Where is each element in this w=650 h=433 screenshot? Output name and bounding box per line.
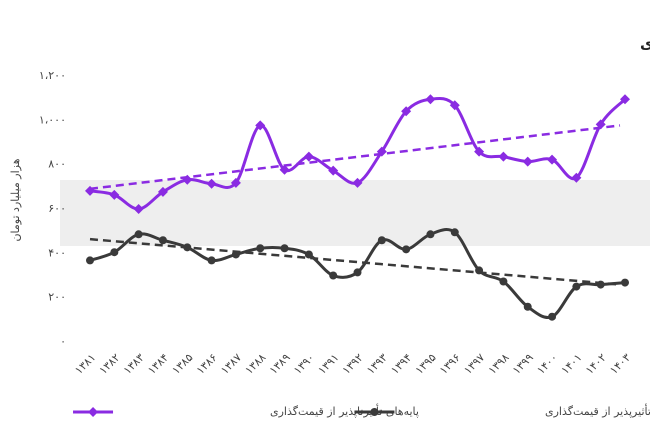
y-tick-label: ۱،۲۰۰ — [39, 69, 66, 82]
point — [572, 282, 581, 291]
point — [183, 243, 192, 252]
point — [376, 146, 387, 157]
point — [303, 151, 314, 162]
point — [595, 119, 606, 130]
x-tick-label: ۱۳۸۷ — [218, 351, 244, 377]
y-tick-label: ۲۰۰ — [48, 291, 66, 304]
y-tick-label: ۶۰۰ — [48, 202, 66, 215]
point — [230, 177, 241, 188]
y-tick-label: ۴۰۰ — [48, 246, 66, 259]
x-tick-label: ۱۳۹۰ — [291, 351, 317, 377]
x-tick-label: ۱۳۹۲ — [340, 351, 366, 377]
point — [353, 268, 362, 277]
point — [498, 151, 509, 162]
point — [425, 94, 436, 105]
x-tick-label: ۱۳۸۴ — [145, 351, 171, 377]
point — [475, 266, 484, 275]
x-tick-label: ۱۴۰۱ — [559, 351, 585, 377]
legend-label: پایه‌های تأثیرپذیر از قیمت‌گذاری — [545, 403, 650, 418]
x-tick-label: ۱۳۹۸ — [486, 351, 512, 377]
point — [450, 228, 459, 237]
point — [621, 278, 629, 287]
point — [352, 177, 363, 188]
point — [304, 250, 313, 259]
watermark-band — [60, 180, 650, 246]
legend-label: پایه‌های تأثیرناپذیر از قیمت‌گذاری — [270, 403, 419, 418]
legend-marker — [370, 408, 379, 416]
point — [328, 165, 339, 176]
y-tick-label: ۱،۰۰۰ — [39, 113, 66, 126]
point — [206, 178, 217, 189]
point — [207, 256, 216, 265]
point — [86, 256, 94, 265]
point — [522, 156, 533, 167]
x-tick-label: ۱۳۹۶ — [437, 351, 463, 377]
point — [449, 100, 460, 111]
point — [256, 244, 265, 253]
point — [182, 174, 193, 185]
x-tick-label: ۱۳۹۱ — [316, 351, 342, 377]
point — [523, 302, 532, 311]
x-tick-label: ۱۴۰۳ — [607, 351, 633, 377]
x-tick-label: ۱۳۸۵ — [170, 351, 196, 377]
point — [426, 230, 435, 239]
x-tick-label: ۱۳۸۹ — [267, 351, 293, 377]
x-tick-label: ۱۳۸۱ — [72, 351, 98, 377]
point — [231, 250, 240, 259]
point — [158, 236, 167, 245]
trend-line — [89, 237, 621, 286]
x-tick-label: ۱۳۹۷ — [461, 351, 487, 377]
point — [279, 164, 290, 175]
x-tick-label: ۱۳۹۵ — [413, 351, 439, 377]
chart-title: روند مجموع درآمدهای مالیاتی در پایه‌های … — [640, 34, 650, 54]
point — [474, 146, 485, 157]
point — [547, 154, 558, 165]
y-tick-label: ۰ — [60, 335, 66, 348]
trend-line — [89, 124, 621, 191]
point — [255, 120, 266, 131]
x-tick-label: ۱۳۹۳ — [364, 351, 390, 377]
x-tick-label: ۱۳۸۲ — [97, 351, 123, 377]
point — [109, 189, 120, 200]
point — [596, 280, 605, 289]
y-tick-label: ۸۰۰ — [48, 158, 66, 171]
point — [133, 204, 144, 214]
point — [377, 236, 386, 245]
x-tick-label: ۱۳۹۴ — [388, 351, 414, 377]
point — [157, 186, 168, 197]
point — [110, 248, 119, 257]
point — [134, 230, 143, 239]
point — [620, 94, 630, 105]
point — [401, 106, 412, 117]
point — [85, 185, 95, 196]
x-tick-label: ۱۳۸۶ — [194, 351, 220, 377]
point — [571, 172, 582, 183]
x-tick-label: ۱۳۸۳ — [121, 351, 147, 377]
x-tick-label: ۱۳۸۸ — [243, 351, 269, 377]
point — [548, 312, 557, 321]
legend-marker — [88, 407, 99, 417]
point — [329, 271, 338, 280]
y-axis-label: هزار میلیارد تومان — [9, 158, 22, 241]
x-tick-label: ۱۴۰۲ — [583, 351, 609, 377]
x-tick-label: ۱۴۰۰ — [534, 351, 560, 377]
point — [499, 277, 508, 286]
x-tick-label: ۱۳۹۹ — [510, 351, 536, 377]
point — [402, 245, 411, 254]
point — [280, 244, 289, 253]
